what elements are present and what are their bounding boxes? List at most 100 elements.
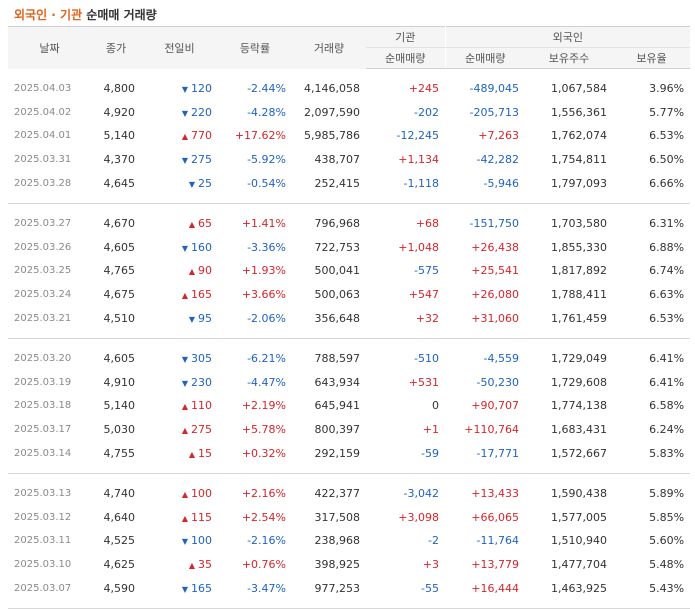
- spacer-row: [8, 195, 690, 204]
- foreign-net-cell: +110,764: [464, 423, 519, 437]
- change-value: 115: [191, 510, 212, 524]
- ratio-cell: 3.96%: [649, 82, 685, 96]
- foreign-net-cell: +13,779: [471, 557, 519, 571]
- change-cell: ▲ 165: [141, 283, 218, 307]
- close-cell: 4,525: [103, 534, 136, 548]
- col-group-institution: 기관: [366, 26, 446, 48]
- holdings-cell: 1,762,074: [551, 129, 607, 143]
- close-cell: 4,755: [103, 446, 136, 460]
- close-cell: 5,140: [103, 399, 136, 413]
- foreign-net-cell: -489,045: [469, 82, 519, 96]
- ratio-cell: 6.74%: [649, 264, 685, 278]
- volume-cell: 356,648: [314, 311, 361, 325]
- foreign-net-cell: -151,750: [469, 217, 519, 231]
- holdings-cell: 1,754,811: [551, 153, 607, 167]
- close-cell: 4,765: [103, 264, 136, 278]
- date-cell: 2025.03.25: [14, 265, 72, 277]
- rate-cell: -2.06%: [247, 311, 286, 325]
- date-cell: 2025.03.21: [14, 312, 72, 324]
- inst-net-cell: -2: [428, 534, 439, 548]
- date-cell: 2025.03.27: [14, 218, 72, 230]
- date-cell: 2025.03.17: [14, 424, 72, 436]
- table-row: 2025.03.10 4,625 ▲ 35 +0.76% 398,925 +3 +13,779…: [8, 553, 690, 577]
- holdings-cell: 1,703,580: [551, 217, 607, 231]
- rate-cell: +3.66%: [241, 288, 286, 302]
- down-triangle-icon: ▼: [181, 243, 188, 253]
- ratio-cell: 6.88%: [649, 240, 685, 254]
- spacer-cell: [8, 330, 690, 339]
- down-triangle-icon: ▼: [181, 85, 188, 95]
- volume-cell: 977,253: [314, 581, 361, 595]
- rate-cell: -4.47%: [247, 375, 286, 389]
- down-triangle-icon: ▼: [181, 584, 188, 594]
- inst-net-cell: +547: [408, 288, 439, 302]
- close-cell: 5,030: [103, 423, 136, 437]
- holdings-cell: 1,590,438: [551, 487, 607, 501]
- inst-net-cell: +32: [415, 311, 439, 325]
- inst-net-cell: -575: [414, 264, 439, 278]
- date-cell: 2025.03.18: [14, 400, 72, 412]
- up-triangle-icon: ▲: [188, 220, 195, 230]
- ratio-cell: 6.41%: [649, 352, 685, 366]
- date-cell: 2025.03.26: [14, 241, 72, 253]
- up-triangle-icon: ▲: [181, 132, 188, 142]
- inst-net-cell: -202: [414, 105, 439, 119]
- holdings-cell: 1,067,584: [551, 82, 607, 96]
- volume-cell: 796,968: [314, 217, 361, 231]
- foreign-net-cell: -50,230: [476, 375, 519, 389]
- ratio-cell: 5.83%: [649, 446, 685, 460]
- close-cell: 4,625: [103, 557, 136, 571]
- close-cell: 4,800: [103, 82, 136, 96]
- ratio-cell: 5.89%: [649, 487, 685, 501]
- ratio-cell: 5.60%: [649, 534, 685, 548]
- volume-cell: 292,159: [314, 446, 361, 460]
- section-title: 외국인 · 기관 순매매 거래량: [14, 6, 157, 23]
- down-triangle-icon: ▼: [181, 355, 188, 365]
- change-cell: ▲ 275: [141, 418, 218, 442]
- spacer-cell: [8, 69, 690, 78]
- rate-cell: +17.62%: [234, 129, 286, 143]
- foreign-net-cell: +7,263: [478, 129, 519, 143]
- foreign-net-cell: -11,764: [476, 534, 519, 548]
- close-cell: 4,590: [103, 581, 136, 595]
- change-cell: ▲ 115: [141, 506, 218, 530]
- separator-row: [8, 473, 691, 474]
- foreign-net-cell: -17,771: [476, 446, 519, 460]
- up-triangle-icon: ▲: [181, 402, 188, 412]
- change-value: 15: [198, 446, 212, 460]
- holdings-cell: 1,556,361: [551, 105, 607, 119]
- change-cell: ▼ 230: [141, 371, 218, 395]
- close-cell: 4,605: [103, 352, 136, 366]
- ratio-cell: 6.41%: [649, 375, 685, 389]
- change-value: 305: [191, 352, 212, 366]
- inst-net-cell: +1,048: [398, 240, 439, 254]
- change-value: 110: [191, 399, 212, 413]
- close-cell: 4,920: [103, 105, 136, 119]
- rate-cell: -5.92%: [247, 153, 286, 167]
- holdings-cell: 1,577,005: [551, 510, 607, 524]
- spacer-row: [8, 465, 690, 474]
- up-triangle-icon: ▲: [181, 291, 188, 301]
- table-row: 2025.03.18 5,140 ▲ 110 +2.19% 645,941 0 +90,707…: [8, 394, 690, 418]
- rate-cell: +0.32%: [241, 446, 286, 460]
- ratio-cell: 5.48%: [649, 557, 685, 571]
- spacer-row: [8, 600, 690, 609]
- separator-row: [8, 338, 691, 339]
- close-cell: 4,670: [103, 217, 136, 231]
- up-triangle-icon: ▲: [188, 560, 195, 570]
- change-value: 165: [191, 288, 212, 302]
- change-cell: ▼ 120: [141, 77, 218, 101]
- holdings-cell: 1,729,608: [551, 375, 607, 389]
- table-row: 2025.03.11 4,525 ▼ 100 -2.16% 238,968 -2 -11,76…: [8, 529, 690, 553]
- ratio-cell: 5.85%: [649, 510, 685, 524]
- change-cell: ▲ 90: [141, 259, 218, 283]
- rate-cell: -3.47%: [247, 581, 286, 595]
- change-value: 100: [191, 487, 212, 501]
- spacer-row: [8, 69, 690, 78]
- date-cell: 2025.03.20: [14, 353, 72, 365]
- holdings-cell: 1,683,431: [551, 423, 607, 437]
- table-body: 2025.04.03 4,800 ▼ 120 -2.44% 4,146,058 +245 -4…: [8, 69, 691, 609]
- volume-cell: 238,968: [314, 534, 361, 548]
- foreign-net-cell: +16,444: [471, 581, 519, 595]
- spacer-cell: [8, 204, 690, 212]
